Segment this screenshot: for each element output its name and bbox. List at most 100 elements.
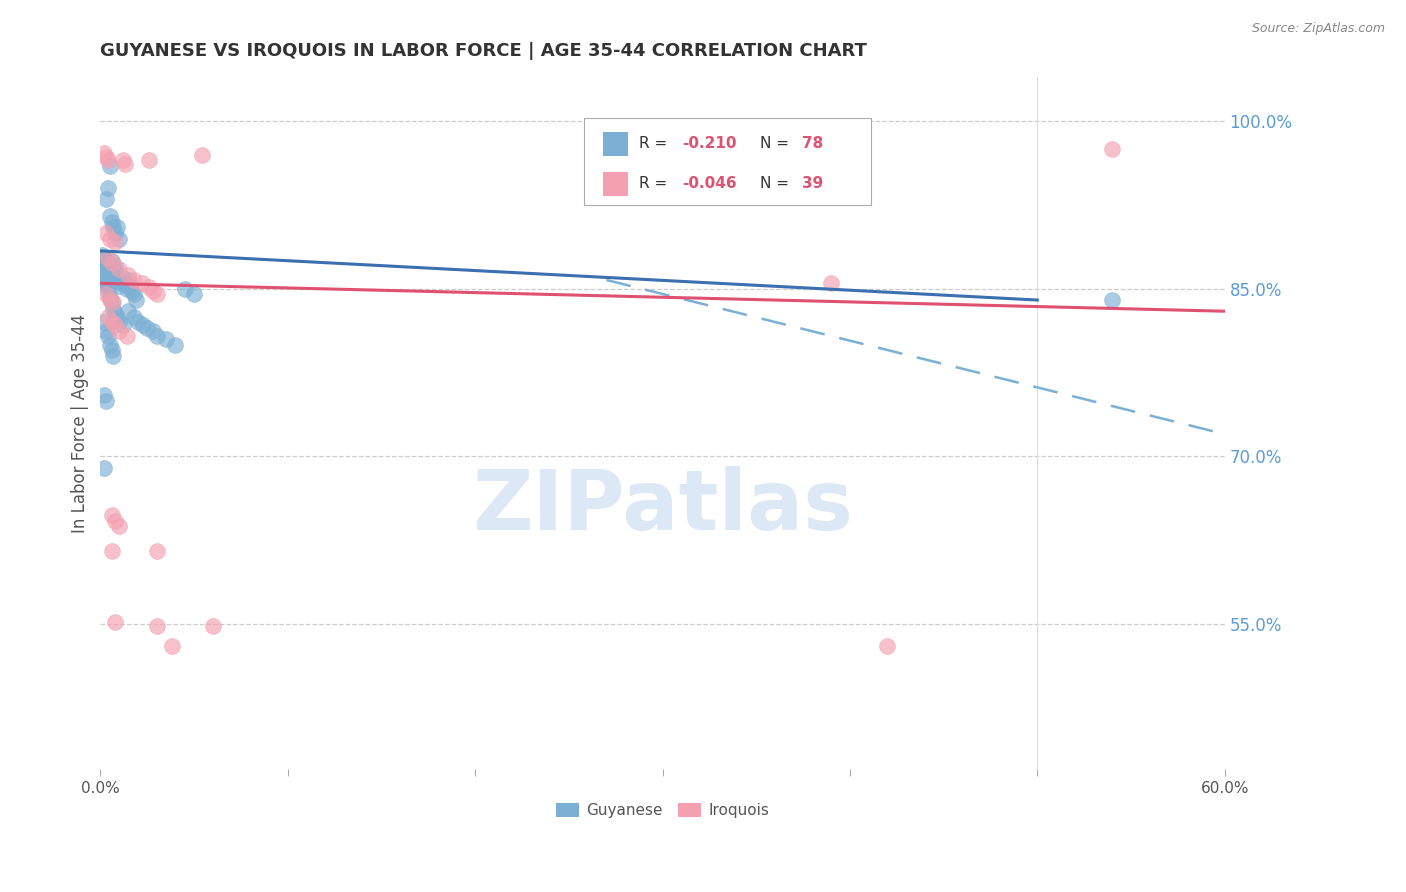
Point — [110, 277, 132, 291]
Point — [97, 278, 120, 293]
Point — [125, 293, 148, 307]
Point — [98, 293, 121, 307]
Point — [103, 301, 125, 316]
Point — [100, 508, 122, 522]
Point — [121, 284, 143, 298]
Point — [108, 518, 131, 533]
Point — [100, 254, 122, 268]
Point — [97, 251, 120, 265]
Point — [145, 328, 167, 343]
Point — [108, 278, 131, 293]
Point — [93, 460, 115, 475]
Point — [114, 277, 136, 291]
Point — [104, 235, 127, 249]
Point — [94, 260, 117, 274]
Point — [165, 337, 187, 351]
Point — [131, 277, 153, 291]
Point — [98, 260, 121, 274]
Point — [1101, 142, 1123, 156]
Point — [103, 220, 125, 235]
Point — [142, 324, 165, 338]
Point — [93, 388, 115, 402]
Point — [136, 321, 159, 335]
Point — [94, 393, 117, 408]
Point — [876, 640, 898, 654]
Point — [122, 273, 145, 287]
Text: 39: 39 — [801, 177, 823, 191]
Point — [94, 265, 117, 279]
Point — [111, 153, 134, 168]
Point — [111, 270, 134, 285]
Text: GUYANESE VS IROQUOIS IN LABOR FORCE | AGE 35-44 CORRELATION CHART: GUYANESE VS IROQUOIS IN LABOR FORCE | AG… — [100, 42, 868, 60]
Point — [98, 209, 121, 223]
Point — [120, 279, 142, 293]
Point — [103, 261, 125, 276]
Point — [160, 640, 183, 654]
Point — [111, 318, 134, 332]
Text: -0.210: -0.210 — [682, 136, 737, 152]
Point — [100, 544, 122, 558]
Point — [104, 306, 127, 320]
Text: Source: ZipAtlas.com: Source: ZipAtlas.com — [1251, 22, 1385, 36]
Point — [100, 265, 122, 279]
Point — [122, 287, 145, 301]
Point — [94, 254, 117, 268]
Text: N =: N = — [761, 177, 789, 191]
Point — [98, 291, 121, 305]
Point — [94, 287, 117, 301]
Point — [108, 231, 131, 245]
Point — [104, 226, 127, 240]
Point — [145, 287, 167, 301]
Point — [97, 328, 120, 343]
Point — [93, 315, 115, 329]
Point — [108, 315, 131, 329]
Point — [190, 148, 212, 162]
Point — [127, 315, 149, 329]
Text: 78: 78 — [801, 136, 823, 152]
Point — [98, 337, 121, 351]
Point — [94, 277, 117, 291]
Point — [103, 349, 125, 363]
Point — [97, 256, 120, 270]
Point — [104, 265, 127, 279]
Point — [100, 295, 122, 310]
Text: ZIPatlas: ZIPatlas — [472, 466, 853, 547]
Point — [97, 310, 120, 324]
Point — [103, 295, 125, 310]
Text: N =: N = — [761, 136, 789, 152]
Point — [93, 265, 115, 279]
Point — [97, 284, 120, 298]
Text: R =: R = — [638, 177, 668, 191]
Point — [117, 304, 139, 318]
Point — [108, 324, 131, 338]
Point — [115, 328, 138, 343]
Point — [138, 279, 160, 293]
Point — [98, 231, 121, 245]
Point — [97, 153, 120, 168]
Point — [100, 260, 122, 274]
Point — [93, 261, 115, 276]
Point — [105, 310, 128, 324]
Point — [100, 315, 122, 329]
Y-axis label: In Labor Force | Age 35-44: In Labor Force | Age 35-44 — [72, 313, 89, 533]
Point — [94, 150, 117, 164]
Point — [104, 615, 127, 629]
Point — [138, 153, 160, 168]
Point — [132, 318, 155, 332]
Point — [105, 220, 128, 235]
Point — [108, 261, 131, 276]
Point — [142, 284, 165, 298]
Legend: Guyanese, Iroquois: Guyanese, Iroquois — [550, 797, 776, 824]
Point — [98, 270, 121, 285]
Point — [155, 332, 177, 346]
Point — [104, 260, 127, 274]
Point — [108, 273, 131, 287]
Point — [91, 248, 114, 262]
Point — [100, 343, 122, 358]
Point — [122, 310, 145, 324]
Point — [201, 619, 224, 633]
Point — [98, 265, 121, 279]
Point — [97, 273, 120, 287]
Point — [103, 268, 125, 283]
Point — [94, 270, 117, 285]
